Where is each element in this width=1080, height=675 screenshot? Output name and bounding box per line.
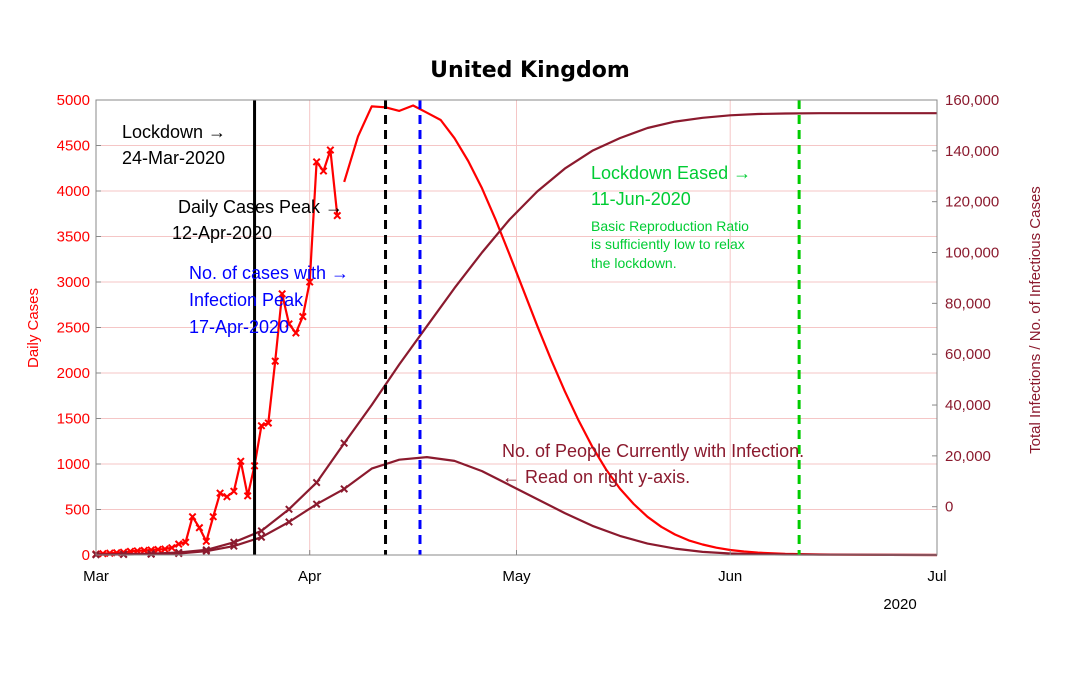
series-marker-0	[161, 545, 169, 553]
annotation-current-infection-line1: No. of People Currently with Infection.	[502, 441, 804, 461]
series-marker-0	[154, 545, 162, 554]
series-marker-3	[285, 518, 293, 526]
y-tick-left-label: 0	[82, 547, 90, 564]
x-tick-label: Jul	[927, 568, 946, 585]
x-tick-label: Jun	[718, 568, 742, 585]
series-marker-0	[188, 512, 197, 521]
series-marker-2	[257, 526, 266, 535]
y-tick-right-label: 80,000	[945, 295, 991, 312]
annotation-infection-peak-line2: Infection Peak	[189, 290, 304, 310]
axis-ticks: 0 500 1000 1500 2000 2500 3000 3500 4000 4500 5000…	[57, 92, 1000, 585]
y-tick-right-label: 0	[945, 499, 953, 516]
series-marker-3	[119, 550, 128, 559]
series-marker-3	[312, 500, 321, 509]
series-marker-0	[285, 319, 293, 328]
y-tick-right-label: 120,000	[945, 194, 999, 211]
annotation-eased-line2: 11-Jun-2020	[591, 189, 691, 209]
y-axis-left-label: Daily Cases	[25, 288, 42, 368]
y-tick-left-label: 1000	[57, 456, 90, 473]
series-marker-0	[298, 312, 307, 321]
annotation-lockdown-eased: Lockdown Eased → 11-Jun-2020 Basic Repro…	[591, 163, 751, 271]
x-tick-label: Apr	[298, 568, 321, 585]
annotation-lockdown-line2: 24-Mar-2020	[122, 148, 225, 168]
x-tick-label: May	[502, 568, 531, 585]
y-tick-right-label: 160,000	[945, 92, 999, 109]
series-marker-0	[167, 543, 176, 552]
series-marker-3	[147, 550, 156, 559]
series-marker-0	[333, 211, 342, 220]
annotation-lockdown-line1: Lockdown →	[122, 122, 226, 142]
series-marker-0	[195, 523, 204, 532]
x-tick-label: Mar	[83, 568, 109, 585]
annotation-eased-note-line1: Basic Reproduction Ratio	[591, 218, 749, 234]
chart-title: United Kingdom	[430, 58, 630, 83]
annotation-infection-peak-line3: 17-Apr-2020	[189, 317, 289, 337]
annotation-current-infection: No. of People Currently with Infection. …	[502, 441, 804, 487]
series-marker-0	[312, 157, 321, 166]
event-lines	[253, 100, 801, 555]
y-tick-left-label: 4500	[57, 138, 90, 155]
series-marker-3	[229, 542, 238, 551]
y-tick-left-label: 3500	[57, 229, 90, 246]
y-tick-left-label: 5000	[57, 92, 90, 109]
series-marker-0	[257, 421, 266, 430]
series-marker-0	[278, 289, 287, 298]
series-marker-0	[319, 167, 328, 175]
series-marker-2	[312, 478, 321, 487]
series-marker-3	[257, 533, 266, 542]
y-tick-right-label: 60,000	[945, 346, 991, 363]
y-axis-right-label: Total Infections / No. of Infectious Cas…	[1027, 186, 1044, 454]
series-marker-0	[271, 357, 280, 366]
series-marker-0	[202, 537, 211, 546]
annotation-lockdown: Lockdown → 24-Mar-2020	[122, 122, 226, 168]
series-marker-0	[264, 419, 273, 427]
y-tick-left-label: 4000	[57, 183, 90, 200]
y-tick-right-label: 140,000	[945, 143, 999, 160]
series-marker-0	[181, 538, 190, 547]
series-marker-0	[223, 492, 231, 501]
series-marker-2	[285, 505, 293, 514]
y-tick-right-label: 100,000	[945, 245, 999, 262]
annotation-eased-line1: Lockdown Eased →	[591, 163, 751, 183]
series-line-2	[95, 112, 937, 556]
annotation-cases-peak-line1: Daily Cases Peak →	[178, 197, 343, 217]
series-marker-0	[305, 278, 314, 286]
y-tick-right-label: 20,000	[945, 448, 991, 465]
x-axis-year-label: 2020	[883, 596, 916, 613]
series-marker-0	[326, 146, 335, 154]
series-marker-0	[236, 457, 245, 466]
y-tick-left-label: 1500	[57, 411, 90, 428]
series-marker-0	[174, 540, 183, 548]
annotation-infection-peak: No. of cases with → Infection Peak 17-Ap…	[189, 263, 349, 337]
y-tick-left-label: 2500	[57, 320, 90, 337]
annotation-cases-peak-line2: 12-Apr-2020	[172, 223, 272, 243]
series-line-1	[343, 104, 938, 557]
series-marker-0	[209, 512, 218, 521]
series-marker-3	[174, 549, 183, 558]
series-marker-3	[340, 485, 349, 493]
y-tick-left-label: 3000	[57, 274, 90, 291]
series-marker-3	[202, 547, 211, 556]
y-tick-left-label: 2000	[57, 365, 90, 382]
annotation-eased-note-line2: is sufficiently low to relax	[591, 236, 745, 252]
series-line-3	[95, 456, 938, 557]
annotation-current-infection-line2: ← Read on right y-axis.	[502, 467, 690, 487]
series-layer	[92, 104, 938, 559]
series-marker-0	[292, 329, 300, 337]
annotation-infection-peak-line1: No. of cases with →	[189, 263, 349, 283]
series-marker-0	[229, 487, 238, 496]
y-tick-right-label: 40,000	[945, 397, 991, 414]
y-tick-left-label: 500	[65, 502, 90, 519]
annotation-cases-peak: Daily Cases Peak → 12-Apr-2020	[172, 197, 343, 243]
series-marker-0	[243, 491, 252, 500]
series-marker-0	[216, 489, 224, 498]
series-marker-0	[140, 546, 149, 555]
annotation-eased-note-line3: the lockdown.	[591, 255, 677, 271]
series-marker-2	[340, 439, 349, 448]
